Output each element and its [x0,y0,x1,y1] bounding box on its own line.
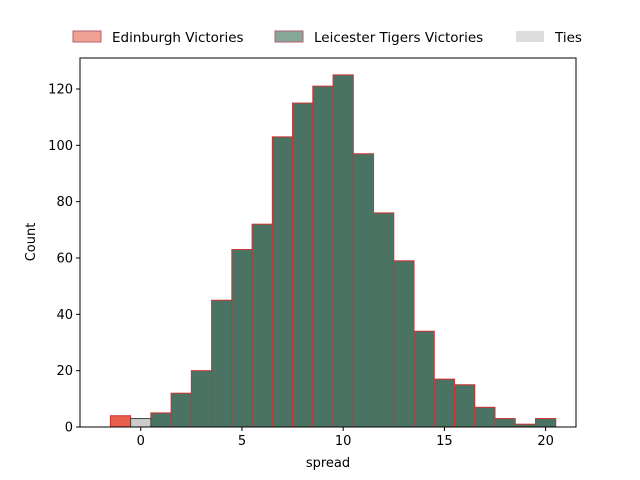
legend-label-0: Edinburgh Victories [112,30,244,46]
y-tick-label-0: 0 [65,421,73,436]
bar-1-14 [433,378,456,428]
legend-swatch-1 [274,30,304,43]
legend-swatch-0 [72,30,102,43]
x-tick-label-0: 0 [137,434,145,449]
bar-0-0 [109,415,132,428]
bar-1-6 [271,136,294,428]
x-tick-label-2: 10 [335,434,352,449]
x-axis-label: spread [306,456,350,471]
bars-layer [109,74,557,428]
bar-1-5 [251,223,273,428]
bar-1-17 [494,418,516,428]
bar-1-4 [231,249,253,428]
y-tick-label-2: 40 [56,308,73,323]
x-tick-label-3: 15 [436,434,453,449]
legend-label-1: Leicester Tigers Victories [314,30,483,46]
x-axis: 0 5 10 15 20 [137,427,554,449]
bar-1-12 [393,260,415,428]
bar-1-7 [292,102,314,428]
x-tick-label-4: 20 [537,434,554,449]
bar-1-3 [211,299,233,428]
bar-1-9 [332,74,354,428]
bar-1-10 [352,153,375,428]
y-tick-label-4: 80 [56,195,73,210]
y-tick-label-5: 100 [48,139,73,154]
bar-1-13 [413,330,435,428]
bar-1-0 [150,412,172,428]
bar-1-15 [454,384,476,428]
legend-swatch-2 [516,31,544,42]
legend: Edinburgh Victories Leicester Tigers Vict… [72,30,582,46]
y-axis-label: Count [24,223,39,262]
x-tick-label-1: 5 [238,434,246,449]
bar-1-2 [190,370,213,428]
bar-1-1 [170,392,192,428]
y-tick-label-3: 60 [56,251,73,266]
plot-frame [79,57,577,428]
bar-2-0 [130,418,152,428]
legend-label-2: Ties [554,30,582,46]
bar-1-11 [373,212,395,428]
bar-1-16 [474,406,496,428]
bar-1-8 [312,85,334,428]
y-tick-label-1: 20 [56,364,73,379]
bar-1-19 [535,418,557,428]
y-tick-label-6: 120 [48,82,73,97]
y-axis: 0 20 40 60 80 100 120 [48,82,80,436]
